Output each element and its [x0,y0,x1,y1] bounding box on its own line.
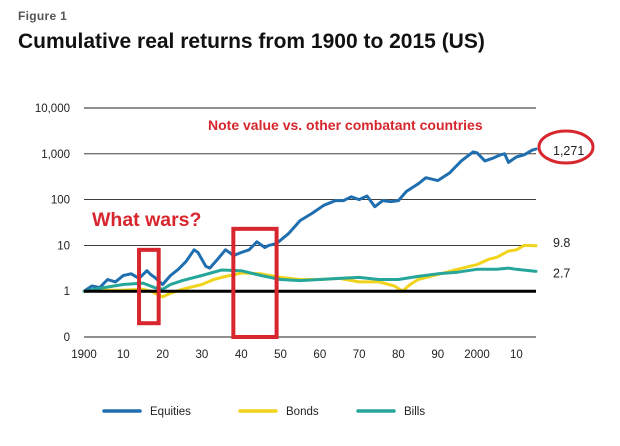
figure-label: Figure 1 [18,9,68,23]
x-tick-label: 2000 [464,349,490,361]
series-line-equities [82,147,538,293]
x-tick-label: 60 [313,349,326,361]
x-tick-label: 30 [196,349,209,361]
x-tick-label: 50 [274,349,287,361]
chart-title-suffix: (US) [441,30,485,53]
chart-title: Cumulative real returns from 1900 to 201… [18,30,485,54]
x-tick-label: 40 [235,349,248,361]
axes: 0 1 10 100 1,000 10,000 1900 10 20 30 40 50 60 70 80 90… [35,103,523,361]
x-tick-label: 70 [353,349,366,361]
gridlines [84,107,536,338]
x-tick-label: 10 [510,349,523,361]
end-label-equities: 1,271 [553,144,584,158]
annotation-note: Note value vs. other combatant countries [208,117,483,133]
legend: Equities Bonds Bills [102,406,425,418]
y-tick-label: 0 [64,332,70,344]
y-tick-label: 100 [51,195,70,207]
y-tick-label: 1 [64,286,70,298]
annotation-what-wars: What wars? [92,209,201,231]
end-labels: 1,271 9.8 2.7 [553,144,584,280]
x-tick-label: 80 [392,349,405,361]
series-line-bills [82,266,538,293]
x-tick-label: 10 [117,349,130,361]
y-tick-label: 10,000 [35,103,70,115]
chart-title-main: Cumulative real returns from 1900 to 201… [18,30,436,53]
end-label-bills: 2.7 [553,266,570,280]
annotations: Note value vs. other combatant countries… [92,117,595,340]
highlight-box-1 [137,247,161,326]
x-tick-label: 1900 [71,349,97,361]
highlight-ellipse [537,129,595,165]
x-tick-label: 90 [431,349,444,361]
y-tick-label: 1,000 [41,149,70,161]
legend-label-equities: Equities [150,406,191,418]
x-tick-label: 20 [156,349,169,361]
legend-label-bonds: Bonds [286,406,319,418]
end-label-bonds: 9.8 [553,236,570,250]
highlight-box-2 [231,226,279,340]
legend-label-bills: Bills [404,406,425,418]
y-tick-label: 10 [57,240,70,252]
